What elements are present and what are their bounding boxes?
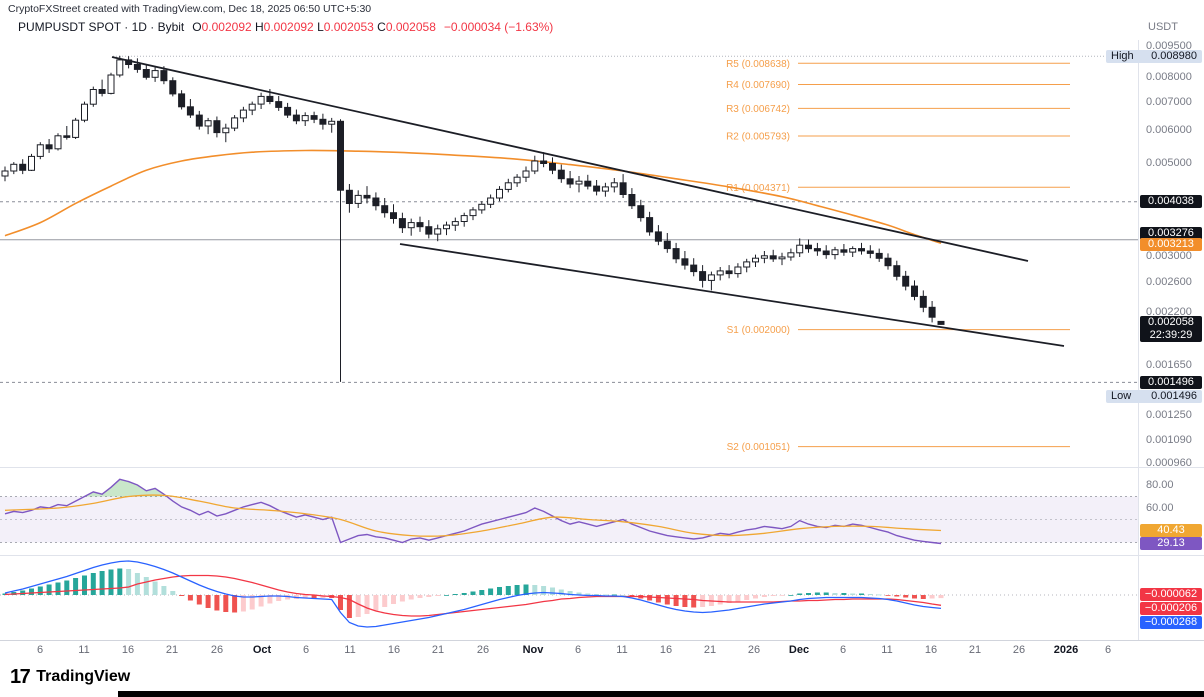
- time-axis-label: 11: [344, 644, 356, 656]
- chart-canvas[interactable]: R5 (0.008638) R4 (0.007690) R3 (0.006742) R…: [0, 0, 1204, 660]
- ohlc-value: 0.002092: [263, 20, 318, 34]
- time-axis-label: 16: [121, 644, 135, 656]
- time-axis-label: 11: [616, 644, 628, 656]
- svg-text:S2 (0.001051): S2 (0.001051): [727, 442, 790, 453]
- time-axis-label: 11: [881, 644, 893, 656]
- ohlc-value: 0.002092: [201, 20, 255, 34]
- tradingview-logo-icon[interactable]: 17: [10, 666, 31, 688]
- ohlc-key: L: [317, 20, 324, 34]
- svg-text:R3 (0.006742): R3 (0.006742): [726, 104, 790, 115]
- bottom-banner: [118, 691, 1204, 697]
- attribution-text: CryptoFXStreet created with TradingView.…: [8, 3, 372, 15]
- ohlc-value: 0.002053: [323, 20, 378, 34]
- svg-text:R5 (0.008638): R5 (0.008638): [726, 59, 790, 70]
- trendline[interactable]: [399, 243, 1065, 347]
- footer: 17 TradingView: [10, 665, 130, 689]
- change-value: −0.000034 (−1.63%): [443, 20, 554, 34]
- svg-text:R2 (0.005793): R2 (0.005793): [726, 132, 790, 143]
- time-axis-label: 26: [210, 644, 224, 656]
- time-axis-label: 26: [747, 644, 761, 656]
- svg-text:R1 (0.004371): R1 (0.004371): [726, 183, 790, 194]
- candlestick-series: [1, 55, 945, 382]
- time-axis-label: Oct: [252, 644, 272, 656]
- time-axis-label: 26: [1012, 644, 1026, 656]
- time-axis-label: 21: [968, 644, 982, 656]
- trendline[interactable]: [111, 56, 1029, 262]
- time-axis-label: 6: [1104, 644, 1112, 656]
- ohlc-key: O: [192, 20, 202, 34]
- rsi-pane[interactable]: [0, 478, 1138, 545]
- time-axis-label: 16: [387, 644, 401, 656]
- time-axis-label: 21: [165, 644, 179, 656]
- time-axis-label: 6: [574, 644, 582, 656]
- svg-text:R4 (0.007690): R4 (0.007690): [726, 80, 790, 91]
- ohlc-key: C: [377, 20, 386, 34]
- time-axis-label: 16: [659, 644, 673, 656]
- chart-header: PUMPUSDT SPOT · 1D · Bybit O0.002092 H0.…: [18, 20, 553, 34]
- time-axis-label: 21: [431, 644, 445, 656]
- time-axis-label: 21: [703, 644, 717, 656]
- time-axis-label: 2026: [1053, 644, 1079, 656]
- ohlc-value: 0.002058: [385, 20, 436, 34]
- time-axis-label: 11: [78, 644, 90, 656]
- price-pane[interactable]: R5 (0.008638) R4 (0.007690) R3 (0.006742) R…: [0, 55, 1138, 453]
- macd-pane[interactable]: [0, 560, 1138, 628]
- axis-currency-label: USDT: [1148, 21, 1178, 33]
- svg-text:S1 (0.002000): S1 (0.002000): [727, 325, 790, 336]
- symbol-title[interactable]: PUMPUSDT SPOT · 1D · Bybit: [18, 20, 185, 34]
- tradingview-wordmark[interactable]: TradingView: [36, 668, 131, 685]
- time-axis-label: 16: [924, 644, 938, 656]
- ohlc-values: O0.002092 H0.002092 L0.002053 C0.002058: [192, 20, 436, 34]
- time-axis-label: 6: [36, 644, 44, 656]
- time-axis-label: 6: [302, 644, 310, 656]
- time-axis-label: 6: [839, 644, 847, 656]
- ohlc-key: H: [255, 20, 264, 34]
- time-axis-label: 26: [476, 644, 490, 656]
- time-axis[interactable]: 6 11 16 21 26 Oct 6 11 16 21 26 Nov 6 11 16 21 26 Dec 6 11 1…: [0, 641, 1204, 658]
- time-axis-label: Dec: [788, 644, 810, 656]
- time-axis-label: Nov: [522, 644, 544, 656]
